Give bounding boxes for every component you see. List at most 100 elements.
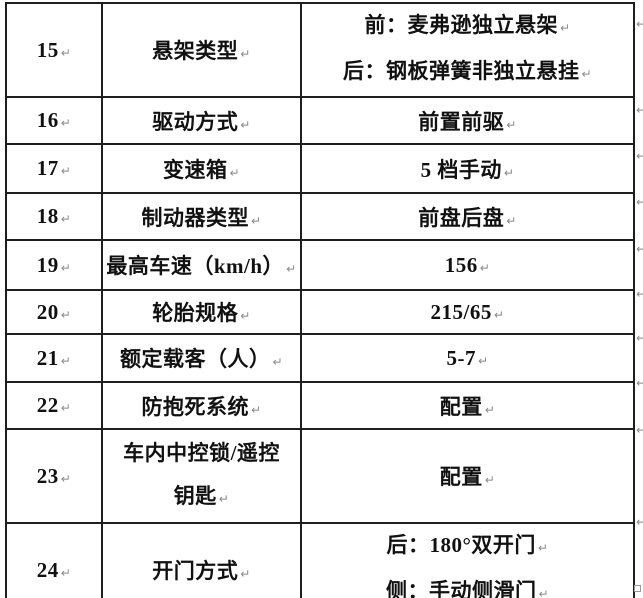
paragraph-mark: ↵ (484, 402, 496, 417)
row-number-cell[interactable]: 23 ↵ (5, 428, 103, 524)
paragraph-mark: ↵ (538, 587, 550, 598)
spec-value: 前盘后盘 (418, 205, 505, 230)
table-row: 23 ↵ 车内中控锁/遥控 钥匙 ↵ 配置 ↵ (5, 428, 635, 524)
spec-name-line: 钥匙 ↵ (103, 475, 300, 521)
spec-name: 变速箱 (162, 157, 228, 182)
spec-value-cell[interactable]: 前：麦弗逊独立悬架 ↵ 后：钢板弹簧非独立悬挂 ↵ (300, 2, 635, 98)
table-resize-handle[interactable] (634, 585, 641, 592)
spec-value-line: 后：钢板弹簧非独立悬挂 ↵ (302, 50, 633, 96)
spec-name: 制动器类型 (141, 205, 249, 230)
row-end-mark: ↵ (636, 515, 643, 529)
row-number-cell[interactable]: 15 ↵ (5, 2, 103, 98)
spec-value: 5 档手动 (420, 157, 502, 182)
row-number: 16 (36, 108, 59, 132)
spec-value-cell[interactable]: 156 ↵ (300, 239, 635, 291)
paragraph-mark: ↵ (60, 401, 72, 415)
paragraph-mark: ↵ (559, 21, 571, 35)
spec-value-line: 前：麦弗逊独立悬架 ↵ (302, 4, 633, 50)
spec-name: 额定载客（人） (119, 347, 271, 371)
row-number: 15 (36, 37, 59, 62)
row-number-cell[interactable]: 22 ↵ (5, 381, 103, 430)
paragraph-mark: ↵ (240, 309, 251, 323)
spec-name-cell[interactable]: 最高车速（km/h） ↵ (101, 239, 302, 291)
spec-name: 驱动方式 (152, 109, 239, 134)
row-number-cell[interactable]: 18 ↵ (5, 192, 103, 241)
paragraph-mark: ↵ (272, 355, 284, 369)
spec-value-cell[interactable]: 215/65 ↵ (300, 289, 635, 335)
paragraph-mark: ↵ (250, 213, 262, 228)
paragraph-mark: ↵ (240, 47, 251, 61)
spec-value-line: 后：180°双开门 ↵ (302, 524, 633, 570)
table-row: 16 ↵ 驱动方式 ↵ 前置前驱 ↵ (5, 96, 635, 145)
spec-value: 后：180°双开门 (386, 533, 536, 557)
paragraph-mark: ↵ (240, 117, 251, 132)
spec-name: 钥匙 (173, 483, 217, 508)
paragraph-mark: ↵ (60, 565, 72, 580)
table-row: 15 ↵ 悬架类型 ↵ 前：麦弗逊独立悬架 ↵ 后：钢板弹簧非独立悬挂 ↵ (5, 2, 635, 98)
paragraph-mark: ↵ (60, 164, 72, 178)
paragraph-mark: ↵ (60, 307, 72, 322)
table-row: 17 ↵ 变速箱 ↵ 5 档手动 ↵ (5, 143, 635, 194)
paragraph-mark: ↵ (506, 213, 517, 228)
spec-name: 防抱死系统 (141, 394, 249, 419)
row-end-mark: ↵ (636, 331, 643, 345)
row-number: 19 (36, 252, 59, 277)
paragraph-mark: ↵ (60, 471, 72, 486)
spec-value-cell[interactable]: 5-7 ↵ (300, 333, 635, 383)
spec-name-cell[interactable]: 额定载客（人） ↵ (101, 333, 302, 383)
paragraph-mark: ↵ (240, 567, 251, 581)
paragraph-mark: ↵ (506, 117, 517, 132)
spec-name-cell[interactable]: 驱动方式 ↵ (101, 96, 302, 145)
paragraph-mark: ↵ (60, 45, 72, 60)
spec-name: 开门方式 (152, 559, 239, 583)
paragraph-mark: ↵ (218, 491, 230, 506)
spec-value: 配置 (439, 394, 483, 419)
spec-value: 215/65 (430, 299, 492, 324)
table-row: 22 ↵ 防抱死系统 ↵ 配置 ↵ (5, 381, 635, 430)
spec-value: 5-7 (446, 345, 476, 370)
spec-name: 悬架类型 (152, 39, 239, 63)
table-row: 21 ↵ 额定载客（人） ↵ 5-7 ↵ (5, 333, 635, 383)
spec-name-cell[interactable]: 车内中控锁/遥控 钥匙 ↵ (101, 428, 302, 524)
spec-value: 156 (444, 252, 478, 277)
paragraph-mark: ↵ (477, 353, 489, 368)
row-number-cell[interactable]: 20 ↵ (5, 289, 103, 335)
row-number-cell[interactable]: 24 ↵ (5, 522, 103, 598)
spec-name-cell[interactable]: 防抱死系统 ↵ (101, 381, 302, 430)
row-number: 20 (36, 299, 59, 324)
row-number-cell[interactable]: 21 ↵ (5, 333, 103, 383)
paragraph-mark: ↵ (537, 541, 549, 555)
row-number-cell[interactable]: 16 ↵ (5, 96, 103, 145)
spec-value-line: 侧：手动侧滑门 ↵ (302, 570, 633, 598)
spec-name: 最高车速（km/h） (106, 254, 285, 278)
spec-value-cell[interactable]: 配置 ↵ (300, 428, 635, 524)
row-number: 18 (36, 204, 59, 228)
spec-value-cell[interactable]: 5 档手动 ↵ (300, 143, 635, 194)
spec-name: 轮胎规格 (152, 301, 239, 325)
spec-name-cell[interactable]: 制动器类型 ↵ (101, 192, 302, 241)
row-number-cell[interactable]: 17 ↵ (5, 143, 103, 194)
paragraph-mark: ↵ (60, 353, 72, 368)
spec-value-cell[interactable]: 前盘后盘 ↵ (300, 192, 635, 241)
spec-value: 侧：手动侧滑门 (385, 579, 537, 598)
table-row: 18 ↵ 制动器类型 ↵ 前盘后盘 ↵ (5, 192, 635, 241)
row-end-mark: ↵ (636, 242, 643, 256)
row-end-mark: ↵ (636, 423, 643, 437)
spec-value: 前置前驱 (418, 109, 505, 134)
spec-value-cell[interactable]: 后：180°双开门 ↵ 侧：手动侧滑门 ↵ (300, 522, 635, 598)
spec-value-cell[interactable]: 配置 ↵ (300, 381, 635, 430)
row-number-cell[interactable]: 19 ↵ (5, 239, 103, 291)
row-end-mark: ↵ (636, 287, 643, 301)
spec-value-cell[interactable]: 前置前驱 ↵ (300, 96, 635, 145)
paragraph-mark: ↵ (479, 260, 491, 275)
paragraph-mark: ↵ (503, 165, 515, 180)
spec-name-cell[interactable]: 开门方式 ↵ (101, 522, 302, 598)
spec-name-cell[interactable]: 悬架类型 ↵ (101, 2, 302, 98)
row-end-mark: ↵ (636, 17, 643, 31)
spec-name: 车内中控锁/遥控 (123, 440, 280, 465)
row-number: 23 (36, 463, 59, 488)
spec-name-cell[interactable]: 轮胎规格 ↵ (101, 289, 302, 335)
spec-name-cell[interactable]: 变速箱 ↵ (101, 143, 302, 194)
row-number: 17 (36, 156, 59, 180)
